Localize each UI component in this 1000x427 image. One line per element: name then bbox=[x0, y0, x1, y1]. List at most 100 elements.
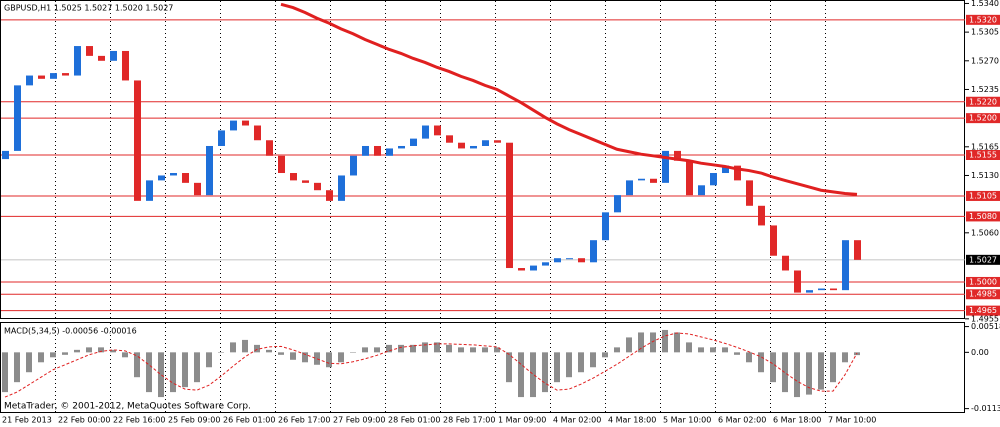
macd-bar bbox=[86, 347, 92, 353]
level-label: 1.5200 bbox=[969, 114, 997, 123]
y-tick-label: 1.4955 bbox=[971, 314, 999, 323]
candle-body bbox=[722, 165, 729, 174]
level-label-box bbox=[966, 113, 1000, 124]
candle-body bbox=[74, 46, 81, 76]
candle-body bbox=[626, 180, 633, 196]
candle-body bbox=[662, 150, 669, 183]
macd-bar bbox=[542, 352, 548, 393]
candle-body bbox=[674, 150, 681, 161]
candle-body bbox=[614, 195, 621, 213]
macd-bar bbox=[398, 344, 404, 353]
candle-body bbox=[566, 258, 573, 260]
macd-bar bbox=[326, 352, 332, 368]
x-tick-label: 22 Feb 00:00 bbox=[58, 416, 110, 425]
x-tick-label: 7 Mar 10:00 bbox=[828, 416, 876, 425]
x-tick-label: 4 Mar 02:00 bbox=[553, 416, 601, 425]
macd-bar bbox=[350, 352, 356, 353]
macd-bar bbox=[422, 342, 428, 353]
macd-bar bbox=[638, 332, 644, 353]
macd-bar bbox=[614, 347, 620, 353]
level-label: 1.4985 bbox=[969, 290, 997, 299]
macd-bar bbox=[818, 352, 824, 390]
candle-body bbox=[794, 270, 801, 293]
candle-body bbox=[98, 55, 105, 61]
macd-bar bbox=[590, 352, 596, 368]
level-label-box bbox=[966, 190, 1000, 201]
macd-bar bbox=[626, 337, 632, 353]
macd-bar bbox=[410, 344, 416, 353]
candle-body bbox=[326, 190, 333, 201]
macd-bar bbox=[206, 352, 212, 368]
candle-body bbox=[590, 240, 597, 263]
macd-bar bbox=[182, 352, 188, 388]
candle-body bbox=[134, 80, 141, 201]
macd-bar bbox=[746, 352, 752, 363]
macd-bar bbox=[14, 352, 20, 383]
candle-body bbox=[254, 125, 261, 141]
macd-bar bbox=[242, 339, 248, 353]
macd-bar bbox=[62, 352, 68, 355]
candle-body bbox=[14, 85, 21, 151]
macd-bar bbox=[266, 349, 272, 353]
candle-body bbox=[650, 178, 657, 183]
macd-bar bbox=[494, 347, 500, 353]
candle-body bbox=[806, 290, 813, 293]
chart-title: GBPUSD,H1 1.5025 1.5027 1.5020 1.5027 bbox=[4, 4, 173, 13]
main-panel bbox=[0, 0, 965, 319]
candle-body bbox=[170, 173, 177, 176]
macd-signal bbox=[4, 332, 858, 398]
x-tick-label: 28 Feb 17:00 bbox=[443, 416, 495, 425]
y-tick-label: 1.5165 bbox=[971, 142, 999, 151]
candle-body bbox=[86, 46, 93, 56]
y-tick-label: -0.01132 bbox=[971, 404, 1000, 413]
candle-body bbox=[290, 173, 297, 181]
macd-bar bbox=[194, 352, 200, 383]
candle-body bbox=[854, 240, 861, 260]
candle-body bbox=[2, 150, 9, 160]
candle-body bbox=[194, 182, 201, 196]
candle-body bbox=[746, 180, 753, 206]
candle-body bbox=[554, 258, 561, 263]
candle-body bbox=[230, 120, 237, 131]
macd-bar bbox=[650, 332, 656, 353]
macd-bar bbox=[338, 352, 344, 363]
level-label-box bbox=[966, 14, 1000, 25]
level-label-box bbox=[966, 211, 1000, 222]
x-tick-label: 28 Feb 01:00 bbox=[388, 416, 440, 425]
macd-bar bbox=[50, 352, 56, 358]
macd-bar bbox=[254, 344, 260, 353]
level-label: 1.5320 bbox=[969, 15, 997, 24]
macd-bar bbox=[458, 347, 464, 353]
x-tick-label: 1 Mar 09:00 bbox=[498, 416, 546, 425]
candle-body bbox=[506, 142, 513, 269]
candle-body bbox=[830, 288, 837, 291]
macd-bar bbox=[362, 347, 368, 353]
macd-bar bbox=[566, 352, 572, 378]
macd-bar bbox=[122, 352, 128, 358]
candle-body bbox=[818, 288, 825, 291]
candle-body bbox=[710, 173, 717, 186]
macd-bar bbox=[662, 329, 668, 353]
level-label: 1.4965 bbox=[969, 306, 997, 315]
macd-bar bbox=[686, 342, 692, 353]
candle-body bbox=[38, 75, 45, 79]
candle-body bbox=[482, 140, 489, 146]
y-tick-label: 1.5235 bbox=[971, 85, 999, 94]
macd-bar bbox=[842, 352, 848, 363]
macd-bar bbox=[506, 352, 512, 383]
candle-body bbox=[410, 138, 417, 146]
macd-bar bbox=[518, 352, 524, 398]
y-tick-label: 1.5305 bbox=[971, 28, 999, 37]
macd-bar bbox=[482, 347, 488, 353]
macd-bar bbox=[110, 349, 116, 353]
y-tick-label: 0.00 bbox=[971, 348, 989, 357]
macd-bar bbox=[470, 347, 476, 353]
macd-bar bbox=[530, 352, 536, 398]
candle-body bbox=[50, 73, 57, 79]
macd-bar bbox=[98, 347, 104, 353]
candle-body bbox=[122, 50, 129, 81]
y-tick-label: 1.5270 bbox=[971, 56, 999, 65]
candle-body bbox=[350, 155, 357, 176]
macd-bar bbox=[218, 352, 224, 353]
